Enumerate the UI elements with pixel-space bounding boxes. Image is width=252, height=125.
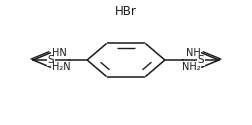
Text: S: S [48, 55, 54, 65]
Text: HBr: HBr [115, 5, 137, 18]
Text: S: S [198, 55, 204, 65]
Text: NH: NH [186, 48, 200, 58]
Text: HN: HN [52, 48, 66, 58]
Text: NH₂: NH₂ [182, 62, 200, 72]
Text: H₂N: H₂N [52, 62, 70, 72]
